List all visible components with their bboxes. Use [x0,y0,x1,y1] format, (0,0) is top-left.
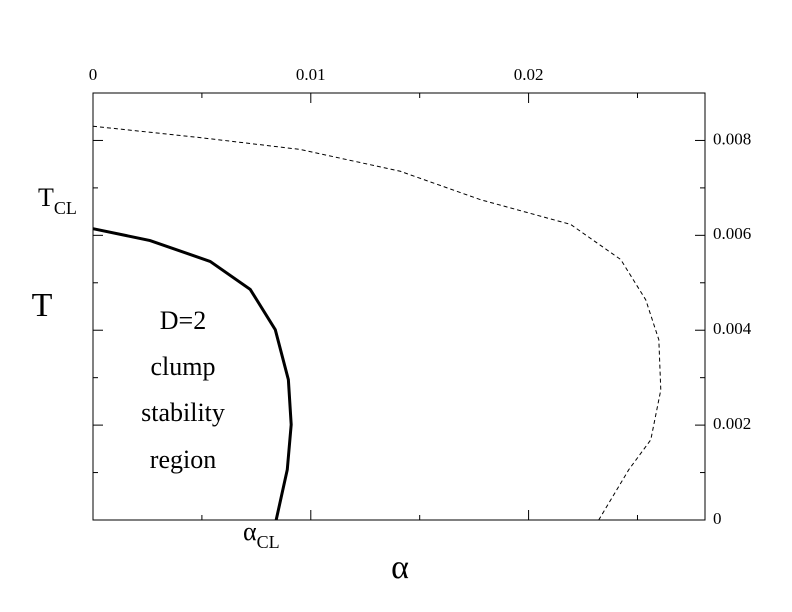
y-tick-label: 0 [713,509,722,528]
plot-frame [92,92,706,521]
region-label: region [150,445,216,474]
alpha-cl-sub: CL [257,532,280,552]
region-label: stability [141,398,225,427]
y-tick-label: 0.004 [713,319,752,338]
y-tick-label: 0.002 [713,414,751,433]
curve [92,227,293,521]
alpha-cl-main: α [243,517,257,546]
y-tick-label: 0.006 [713,224,751,243]
region-label: D=2 [160,306,206,335]
y-tick-label: 0.008 [713,129,751,148]
t-cl-sub: CL [54,198,77,218]
x-axis-label: α [391,549,409,586]
x-tick-label: 0 [89,65,98,84]
x-tick-label: 0.02 [514,65,544,84]
x-tick-label: 0.01 [296,65,326,84]
region-label: clump [151,352,216,381]
y-axis-label: T [32,287,53,324]
t-cl-main: T [38,183,54,212]
alpha-cl-label: αCL [243,517,280,552]
t-cl-label: TCL [38,183,77,218]
